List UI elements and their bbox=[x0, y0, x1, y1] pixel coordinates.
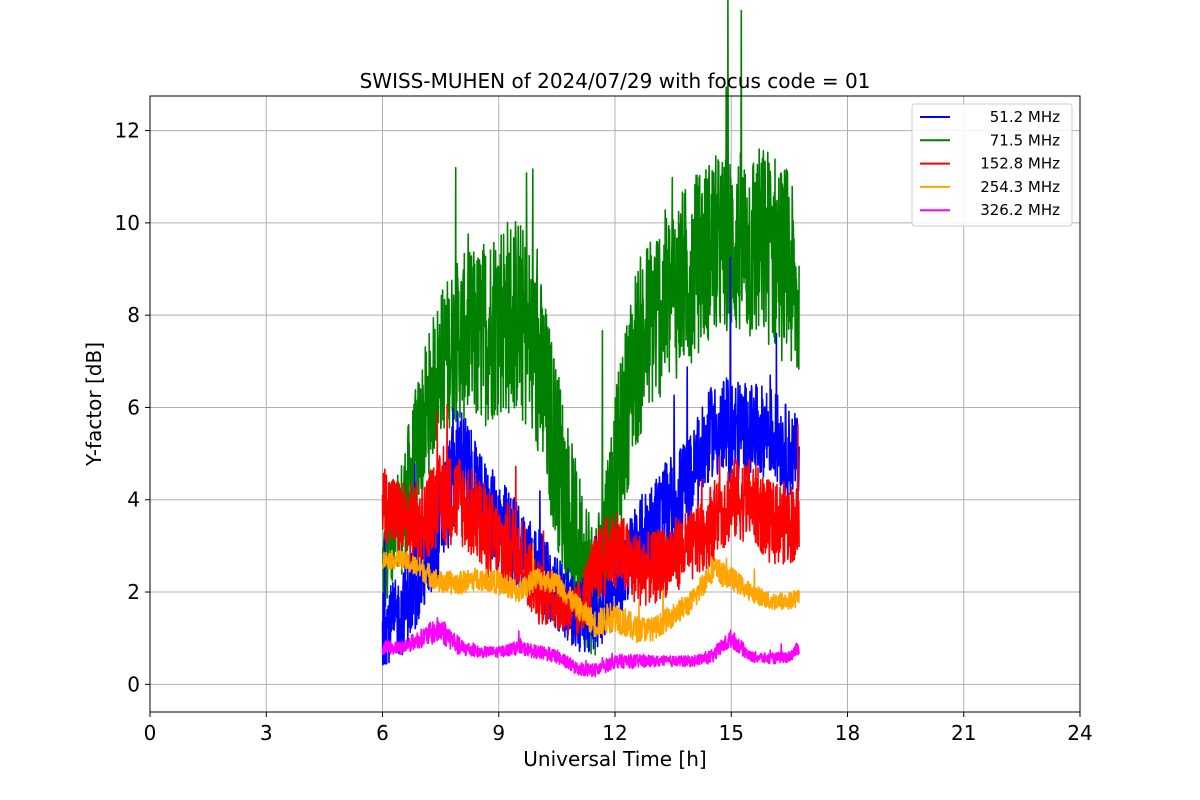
x-tick-label: 18 bbox=[835, 721, 860, 745]
chart-title: SWISS-MUHEN of 2024/07/29 with focus cod… bbox=[360, 69, 871, 93]
y-tick-label: 6 bbox=[127, 395, 140, 419]
legend-label: 71.5 MHz bbox=[990, 131, 1060, 149]
legend-label: 326.2 MHz bbox=[980, 201, 1060, 219]
x-tick-label: 6 bbox=[376, 721, 389, 745]
y-tick-label: 0 bbox=[127, 672, 140, 696]
legend-label: 254.3 MHz bbox=[980, 178, 1060, 196]
x-tick-label: 0 bbox=[144, 721, 157, 745]
x-axis-label: Universal Time [h] bbox=[523, 747, 706, 771]
y-tick-label: 10 bbox=[115, 211, 140, 235]
plot-lines bbox=[381, 0, 800, 678]
x-tick-label: 12 bbox=[602, 721, 627, 745]
x-tick-label: 24 bbox=[1067, 721, 1092, 745]
x-tick-label: 15 bbox=[719, 721, 744, 745]
series-line-152-8-mhz bbox=[381, 403, 800, 637]
legend-label: 51.2 MHz bbox=[990, 108, 1060, 126]
legend-box bbox=[911, 103, 1073, 227]
y-tick-label: 2 bbox=[127, 580, 140, 604]
x-tick-label: 3 bbox=[260, 721, 273, 745]
y-tick-label: 4 bbox=[127, 488, 140, 512]
y-tick-label: 8 bbox=[127, 303, 140, 327]
x-tick-label: 9 bbox=[492, 721, 505, 745]
y-axis-label: Y-factor [dB] bbox=[82, 342, 106, 467]
x-tick-label: 21 bbox=[951, 721, 976, 745]
series-line-254-3-mhz bbox=[382, 542, 800, 644]
series-line-326-2-mhz bbox=[381, 617, 800, 678]
y-tick-label: 12 bbox=[115, 119, 140, 143]
legend: 51.2 MHz 71.5 MHz 152.8 MHz 254.3 MHz 326.2 … bbox=[911, 103, 1073, 227]
legend-label: 152.8 MHz bbox=[980, 155, 1060, 173]
